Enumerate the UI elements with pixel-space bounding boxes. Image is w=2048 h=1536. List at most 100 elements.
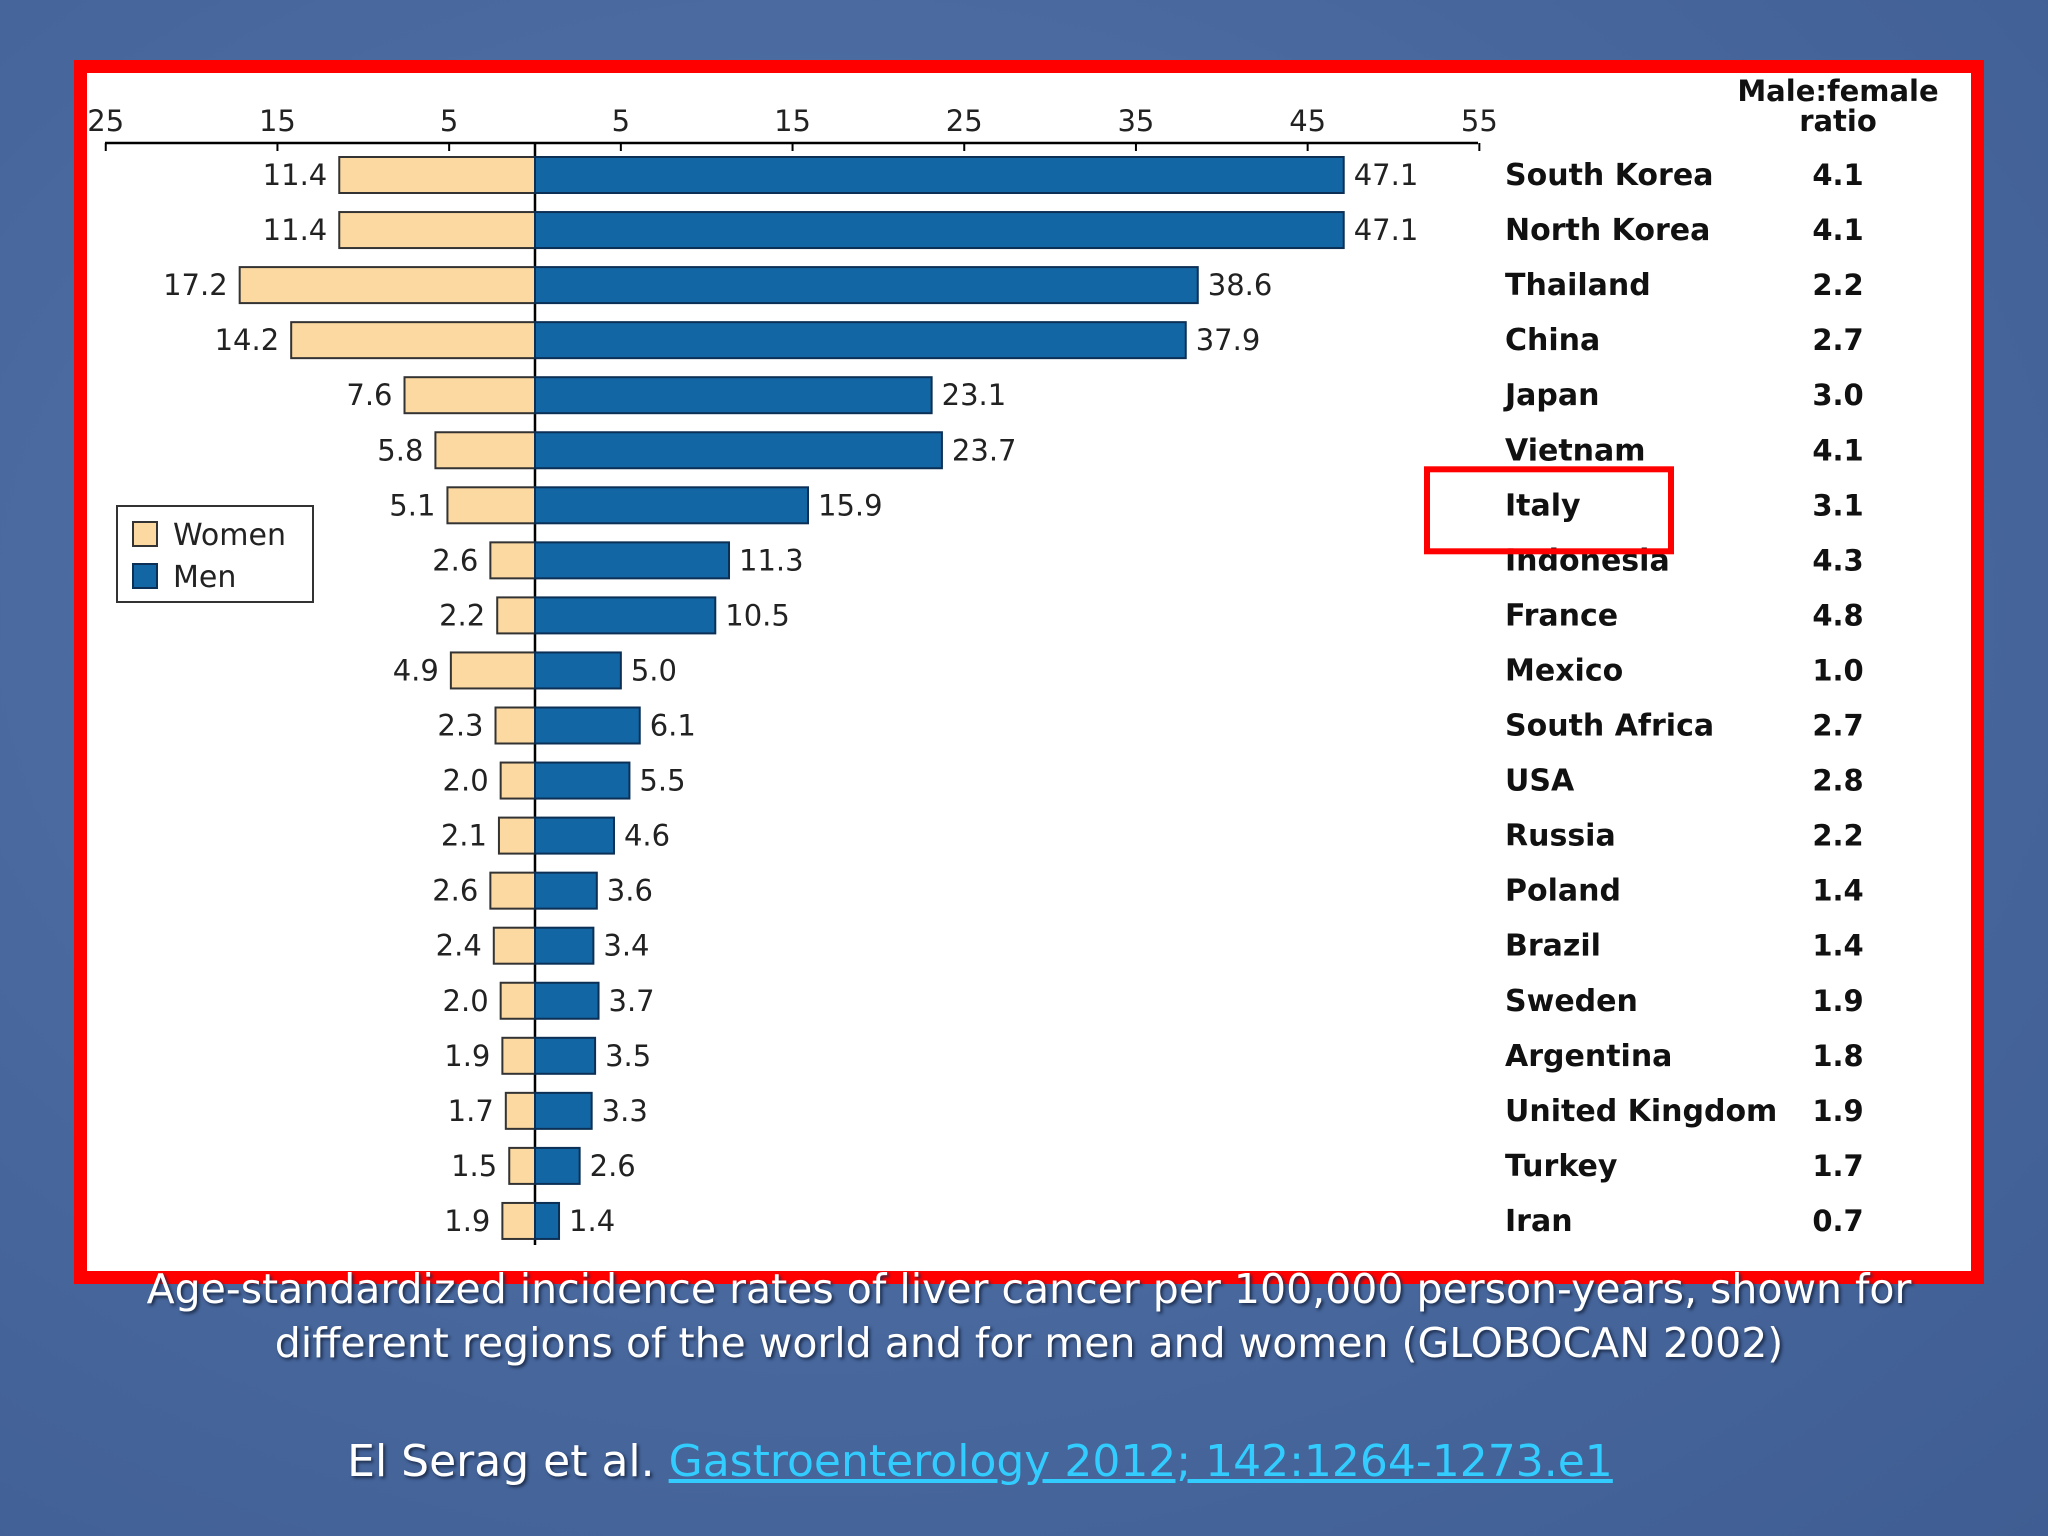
axis-tick-label: 25 (87, 104, 124, 138)
ratio-label: 2.2 (1812, 268, 1863, 302)
figure-frame: 25 15 5 5 15 25 35 45 55 Male:female ratio 11.4 47.1… (74, 60, 1984, 1284)
women-bar (403, 376, 536, 415)
women-bar (501, 1201, 537, 1240)
men-bar (534, 321, 1187, 360)
men-value-label: 23.7 (952, 433, 1017, 467)
men-bar (534, 1036, 597, 1075)
women-bar (496, 596, 537, 635)
men-value-label: 5.0 (631, 653, 677, 687)
women-bar (290, 321, 536, 360)
legend-swatch-men (132, 563, 158, 589)
women-bar (499, 981, 537, 1020)
ratio-label: 3.0 (1812, 378, 1863, 412)
citation-prefix: El Serag et al. (347, 1436, 669, 1487)
country-label: Japan (1503, 378, 1599, 413)
women-value-label: 2.6 (432, 543, 478, 577)
men-bar (534, 651, 622, 690)
women-value-label: 1.7 (448, 1094, 494, 1128)
ratio-label: 1.9 (1812, 1094, 1863, 1128)
caption: Age-standardized incidence rates of live… (74, 1262, 1984, 1370)
women-bar (238, 266, 536, 305)
country-label: Thailand (1505, 268, 1651, 303)
men-bar (534, 1201, 561, 1240)
caption-line-1: Age-standardized incidence rates of live… (146, 1265, 1912, 1313)
women-bar (338, 156, 536, 194)
ratio-label: 1.8 (1812, 1039, 1863, 1073)
ratio-label: 4.3 (1812, 543, 1863, 577)
ratio-label: 2.7 (1812, 709, 1863, 743)
women-value-label: 1.9 (444, 1039, 490, 1073)
women-bar (504, 1091, 537, 1130)
women-value-label: 2.3 (437, 709, 483, 743)
ratio-header-line-2: ratio (1799, 104, 1877, 138)
men-value-label: 1.4 (569, 1204, 615, 1238)
country-label: France (1505, 598, 1618, 633)
country-label: Argentina (1505, 1039, 1672, 1074)
men-value-label: 3.4 (603, 929, 649, 963)
country-label: Brazil (1505, 929, 1601, 964)
men-value-label: 10.5 (725, 598, 790, 632)
women-bar (497, 816, 536, 855)
country-label: Italy (1505, 488, 1581, 523)
country-label: South Korea (1505, 158, 1713, 193)
men-value-label: 47.1 (1354, 158, 1419, 192)
ratio-label: 3.1 (1812, 488, 1863, 522)
men-value-label: 3.7 (609, 984, 655, 1018)
ratio-label: 2.8 (1812, 764, 1863, 798)
women-value-label: 2.1 (441, 819, 487, 853)
ratio-label: 4.8 (1812, 598, 1863, 632)
women-bar (489, 541, 536, 580)
men-bar (534, 431, 943, 470)
women-bar (494, 706, 537, 745)
caption-line-2: different regions of the world and for m… (274, 1319, 1784, 1367)
country-label: Sweden (1505, 984, 1638, 1019)
axis-tick-label: 15 (774, 104, 811, 138)
country-label: Iran (1505, 1204, 1573, 1239)
men-value-label: 11.3 (739, 543, 804, 577)
women-value-label: 11.4 (263, 158, 328, 192)
legend-label-men: Men (173, 560, 236, 595)
women-bar (492, 926, 536, 965)
women-value-label: 11.4 (263, 213, 328, 247)
country-label: Mexico (1505, 653, 1623, 688)
men-value-label: 4.6 (624, 819, 670, 853)
country-label: Turkey (1505, 1149, 1618, 1184)
women-value-label: 5.1 (389, 488, 435, 522)
men-value-label: 2.6 (590, 1149, 636, 1183)
ratio-label: 1.4 (1812, 874, 1863, 908)
men-value-label: 38.6 (1208, 268, 1273, 302)
men-value-label: 3.3 (602, 1094, 648, 1128)
men-value-label: 5.5 (639, 764, 685, 798)
men-bar (534, 816, 615, 855)
men-value-label: 15.9 (818, 488, 883, 522)
women-value-label: 5.8 (377, 433, 423, 467)
ratio-label: 4.1 (1812, 433, 1863, 467)
men-bar (534, 211, 1345, 250)
women-value-label: 4.9 (393, 653, 439, 687)
axis-tick-label: 5 (440, 104, 458, 138)
men-bar (534, 706, 641, 745)
men-value-label: 6.1 (650, 709, 696, 743)
women-value-label: 1.9 (444, 1204, 490, 1238)
men-bar (534, 761, 631, 800)
ratio-label: 1.4 (1812, 929, 1863, 963)
country-label: South Africa (1505, 709, 1714, 744)
women-bar (449, 651, 537, 690)
ratio-header-line-1: Male:female (1737, 74, 1938, 108)
men-bar (534, 486, 810, 525)
men-bar (534, 1146, 581, 1185)
citation: El Serag et al. Gastroenterology 2012; 1… (0, 1436, 1960, 1487)
women-value-label: 17.2 (163, 268, 228, 302)
men-value-label: 47.1 (1354, 213, 1419, 247)
citation-link[interactable]: Gastroenterology 2012; 142:1264-1273.e1 (668, 1436, 1613, 1487)
axis-tick-label: 5 (612, 104, 630, 138)
women-value-label: 14.2 (215, 323, 280, 357)
country-label: North Korea (1505, 213, 1710, 248)
ratio-label: 1.7 (1812, 1149, 1863, 1183)
legend-swatch-women (132, 521, 158, 547)
women-value-label: 1.5 (451, 1149, 497, 1183)
women-value-label: 2.2 (439, 598, 485, 632)
women-bar (489, 871, 536, 910)
